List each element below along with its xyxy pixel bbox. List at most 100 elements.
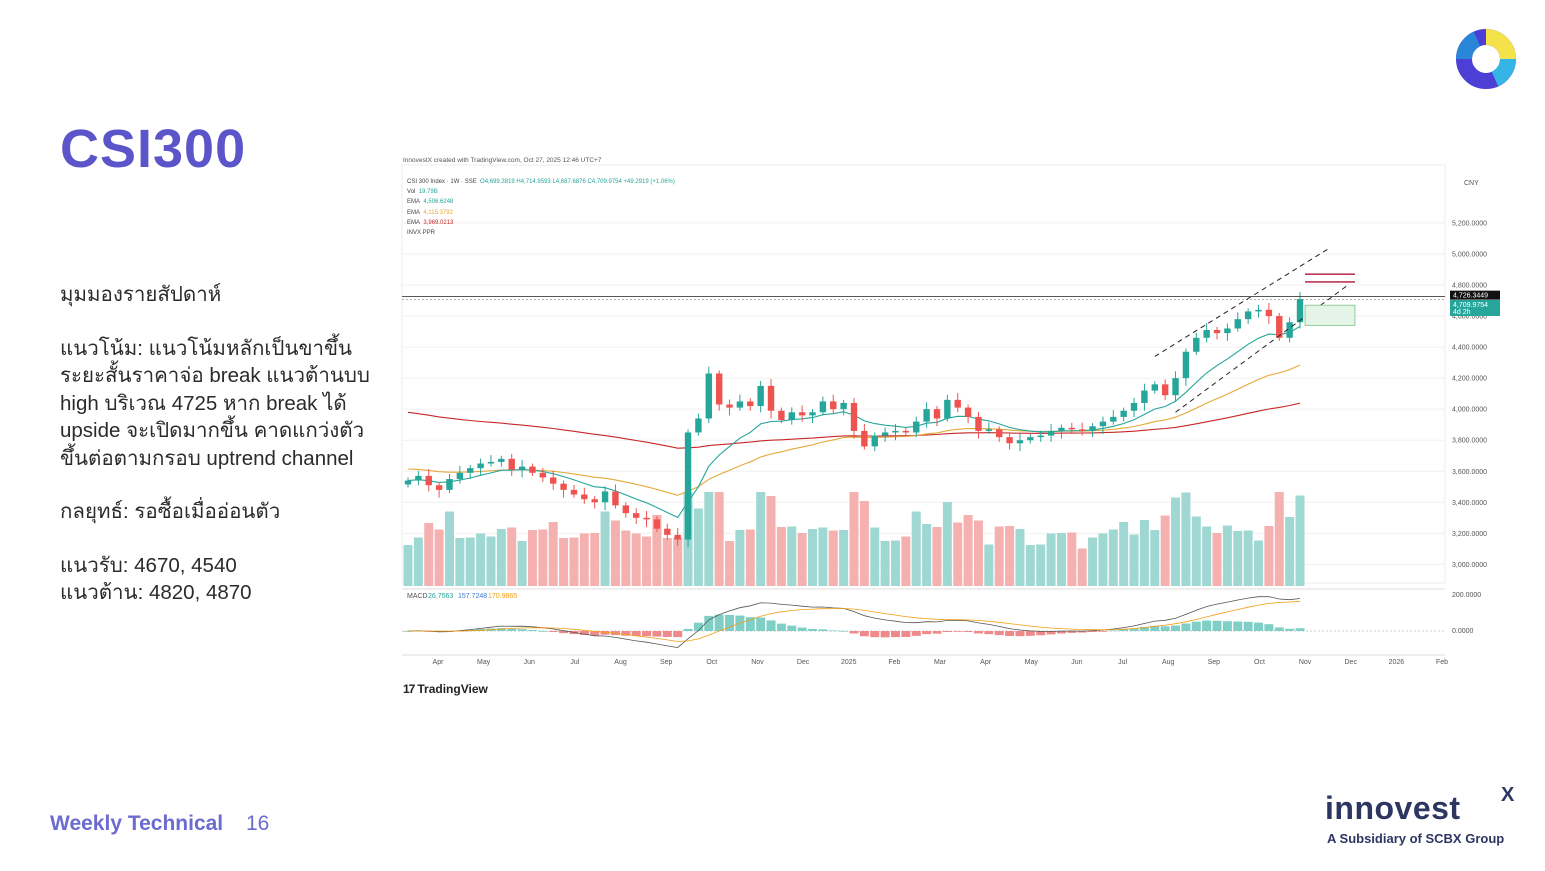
y-tick-label: 4,400.0000: [1452, 345, 1487, 352]
candle-body: [1286, 322, 1293, 338]
volume-bar: [1243, 530, 1253, 586]
candle-body: [1099, 421, 1107, 427]
macd-histogram-bar: [1005, 631, 1015, 637]
volume-bar: [1088, 537, 1098, 586]
volume-bar: [973, 520, 983, 586]
x-tick-label: Mar: [934, 659, 947, 666]
candle-body: [1089, 426, 1096, 431]
candle-body: [643, 517, 650, 520]
candle-body: [1110, 416, 1117, 422]
indicator-label: INVX PPR: [407, 230, 436, 237]
candle-body: [798, 412, 806, 416]
volume-bar: [673, 537, 683, 586]
macd-histogram-bar: [631, 631, 641, 637]
macd-histogram-bar: [1274, 627, 1284, 631]
macd-histogram-bar: [942, 631, 952, 632]
macd-label: MACD: [407, 593, 428, 600]
macd-axis-top: 200.0000: [1452, 592, 1481, 599]
volume-bar: [735, 530, 745, 586]
volume-bar: [922, 524, 932, 586]
volume-bar: [1285, 517, 1295, 586]
macd-histogram-bar: [901, 631, 911, 637]
macd-histogram-bar: [808, 628, 818, 631]
macd-histogram-bar: [1067, 631, 1077, 633]
candle-body: [850, 402, 858, 431]
macd-histogram-bar: [1171, 625, 1181, 631]
volume-bar: [797, 533, 807, 586]
volume-bar: [476, 533, 486, 586]
candle-body: [840, 402, 847, 410]
y-tick-label: 3,200.0000: [1452, 531, 1487, 538]
volume-bar: [403, 545, 413, 586]
candle-body: [1234, 319, 1241, 329]
ema-value-2: 4,115.3792: [423, 209, 453, 216]
volume-bar: [559, 538, 569, 586]
macd-axis-zero: 0.0000: [1452, 628, 1474, 635]
price-tag-high-box: [1450, 290, 1500, 300]
candle-body: [487, 461, 495, 464]
macd-histogram-bar: [766, 620, 776, 631]
resistance-levels: แนวต้าน: 4820, 4870: [60, 581, 252, 604]
macd-histogram-bar: [973, 631, 983, 634]
candle-body: [747, 401, 754, 407]
candle-body: [1193, 337, 1200, 352]
chart-legend: CSI 300 Index · 1W · SSE O4,699.3819 H4,…: [407, 177, 675, 238]
volume-bar: [662, 538, 672, 586]
candle-body: [415, 475, 422, 481]
volume-bar: [1139, 520, 1149, 586]
macd-histogram-bar: [1222, 621, 1232, 631]
innovestx-logo: innovest X A Subsidiary of SCBX Group: [1325, 784, 1525, 846]
candle-body: [1255, 309, 1262, 312]
candle-body: [809, 412, 816, 416]
macd-histogram-bar: [673, 631, 683, 638]
volume-bar: [942, 502, 952, 586]
macd-histogram-bar: [1108, 630, 1118, 632]
macd-histogram-bar: [1150, 625, 1160, 631]
volume-bar: [776, 527, 786, 586]
x-tick-label: Nov: [1299, 659, 1312, 666]
macd-histogram-bar: [600, 631, 610, 635]
candle-body: [612, 491, 619, 506]
volume-bar: [1067, 532, 1077, 586]
volume-bar: [1119, 522, 1129, 586]
x-tick-label: Aug: [614, 659, 627, 666]
ema-value-1: 4,506.6248: [423, 199, 454, 206]
x-tick-label: Jun: [1071, 659, 1082, 666]
x-tick-label: Apr: [980, 659, 992, 666]
macd-histogram-bar: [984, 631, 994, 635]
candle-body: [1027, 437, 1034, 441]
volume-bar: [1025, 545, 1035, 586]
macd-histogram-bar: [745, 617, 755, 631]
macd-histogram-bar: [1077, 631, 1087, 633]
candle-body: [881, 432, 889, 436]
candle-body: [871, 435, 878, 447]
volume-bar: [642, 536, 652, 586]
candle-body: [1244, 311, 1252, 320]
macd-histogram-bar: [1264, 624, 1274, 631]
ema-label-2: EMA: [407, 209, 421, 216]
x-tick-label: Oct: [1254, 659, 1265, 666]
macd-histogram-bar: [496, 628, 506, 631]
channel-upper: [1154, 247, 1331, 357]
volume-bar: [890, 540, 900, 586]
candle-body: [1016, 440, 1024, 444]
candle-body: [1120, 410, 1127, 417]
candle-body: [1161, 384, 1169, 396]
volume-bar: [1098, 533, 1108, 586]
candle-body: [1224, 328, 1231, 334]
page-number: 16: [246, 812, 270, 835]
volume-bar: [766, 496, 776, 586]
x-tick-label: Dec: [797, 659, 810, 666]
macd-histogram-bar: [1046, 631, 1056, 635]
macd-histogram-bar: [1243, 621, 1253, 631]
macd-line-value: 157.7248: [458, 593, 487, 600]
macd-line: [407, 596, 1301, 649]
symbol-line: CSI 300 Index · 1W · SSE: [407, 179, 477, 185]
volume-bar: [1222, 525, 1232, 586]
candle-body: [684, 432, 692, 540]
candle-body: [892, 430, 899, 433]
y-tick-label: 3,600.0000: [1452, 469, 1487, 476]
candle-body: [985, 429, 993, 431]
tradingview-name: TradingView: [417, 682, 488, 696]
candle-body: [861, 430, 868, 447]
